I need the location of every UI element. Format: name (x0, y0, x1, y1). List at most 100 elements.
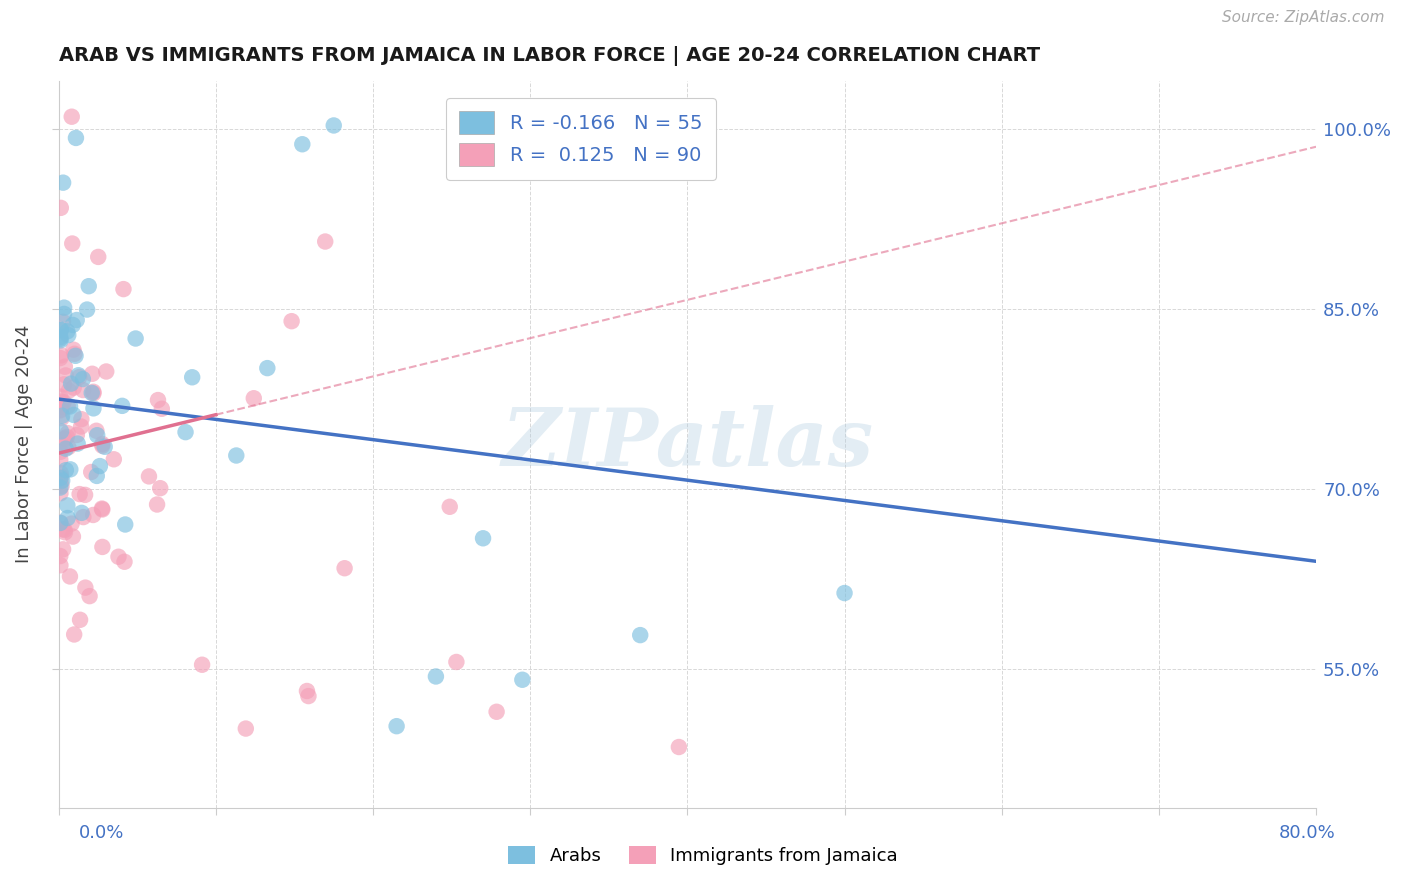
Point (91, 502, 114, 516)
Point (49, 402, 72, 417)
Point (150, 401, 173, 416)
Point (55, 442, 77, 456)
Point (49, 481, 72, 495)
Point (96, 364, 118, 378)
Point (79, 589, 101, 603)
Point (86, 428, 108, 442)
Point (124, 331, 146, 345)
Point (49, 516, 72, 530)
Point (82, 508, 104, 522)
Point (49, 201, 72, 215)
Text: 80.0%: 80.0% (1279, 824, 1336, 842)
Point (834, 586, 856, 600)
Point (59, 462, 82, 476)
Point (146, 498, 169, 512)
Point (55, 463, 77, 477)
Point (49, 475, 72, 489)
Point (69, 487, 91, 501)
Point (66, 313, 89, 327)
Point (322, 119, 344, 133)
Point (87, 250, 110, 264)
Point (60, 376, 83, 391)
Point (77, 279, 100, 293)
Point (72, 383, 94, 397)
Point (93, 440, 115, 454)
Point (80, 465, 103, 479)
Point (91, 501, 114, 516)
Point (52, 542, 75, 557)
Point (53, 359, 76, 374)
Point (62, 530, 84, 544)
Point (49, 394, 72, 409)
Point (51, 348, 73, 362)
Point (107, 549, 129, 564)
Point (280, 314, 302, 328)
Point (291, 137, 314, 152)
Point (225, 449, 247, 463)
Point (149, 481, 172, 495)
Point (80, 385, 103, 400)
Point (49, 486, 72, 500)
Point (56, 324, 79, 338)
Point (49, 351, 72, 365)
Point (439, 500, 461, 514)
Point (62, 408, 84, 422)
Point (82, 386, 104, 401)
Point (49, 390, 72, 404)
Point (51, 474, 73, 488)
Text: ARAB VS IMMIGRANTS FROM JAMAICA IN LABOR FORCE | AGE 20-24 CORRELATION CHART: ARAB VS IMMIGRANTS FROM JAMAICA IN LABOR… (59, 46, 1040, 66)
Point (297, 689, 319, 703)
Point (82, 401, 104, 416)
Point (472, 531, 495, 545)
Point (56, 430, 79, 444)
Point (146, 392, 169, 407)
Legend: R = -0.166   N = 55, R =  0.125   N = 90: R = -0.166 N = 55, R = 0.125 N = 90 (446, 97, 716, 179)
Point (51, 438, 73, 452)
Point (65, 349, 87, 363)
Point (60, 236, 83, 251)
Point (51, 400, 73, 414)
Point (668, 739, 690, 754)
Point (51, 479, 73, 493)
Point (52, 395, 75, 409)
Point (295, 684, 318, 698)
Point (56, 511, 79, 525)
Point (49, 558, 72, 573)
Point (49, 332, 72, 346)
Point (62, 343, 84, 357)
Point (49, 403, 72, 417)
Legend: Arabs, Immigrants from Jamaica: Arabs, Immigrants from Jamaica (501, 838, 905, 872)
Point (66, 436, 89, 450)
Y-axis label: In Labor Force | Age 20-24: In Labor Force | Age 20-24 (15, 325, 32, 564)
Point (49, 549, 72, 563)
Point (62, 381, 84, 395)
Text: ZIPatlas: ZIPatlas (502, 405, 873, 483)
Point (333, 561, 356, 575)
Point (112, 282, 135, 296)
Point (181, 370, 204, 384)
Point (53, 432, 76, 446)
Point (103, 452, 125, 467)
Point (72, 510, 94, 524)
Point (58, 440, 80, 454)
Point (62, 318, 84, 332)
Point (55, 368, 77, 383)
Point (51, 409, 73, 423)
Point (53, 307, 76, 321)
Point (75, 488, 97, 502)
Point (59, 400, 82, 414)
Point (56, 399, 79, 413)
Point (485, 705, 508, 719)
Point (52, 522, 75, 536)
Point (82, 384, 104, 399)
Point (385, 719, 408, 733)
Point (67, 368, 90, 383)
Point (114, 555, 136, 569)
Point (86, 424, 108, 438)
Point (138, 469, 160, 483)
Point (63, 627, 86, 641)
Point (49, 516, 72, 530)
Point (82, 367, 104, 381)
Point (243, 391, 266, 405)
Point (256, 361, 278, 376)
